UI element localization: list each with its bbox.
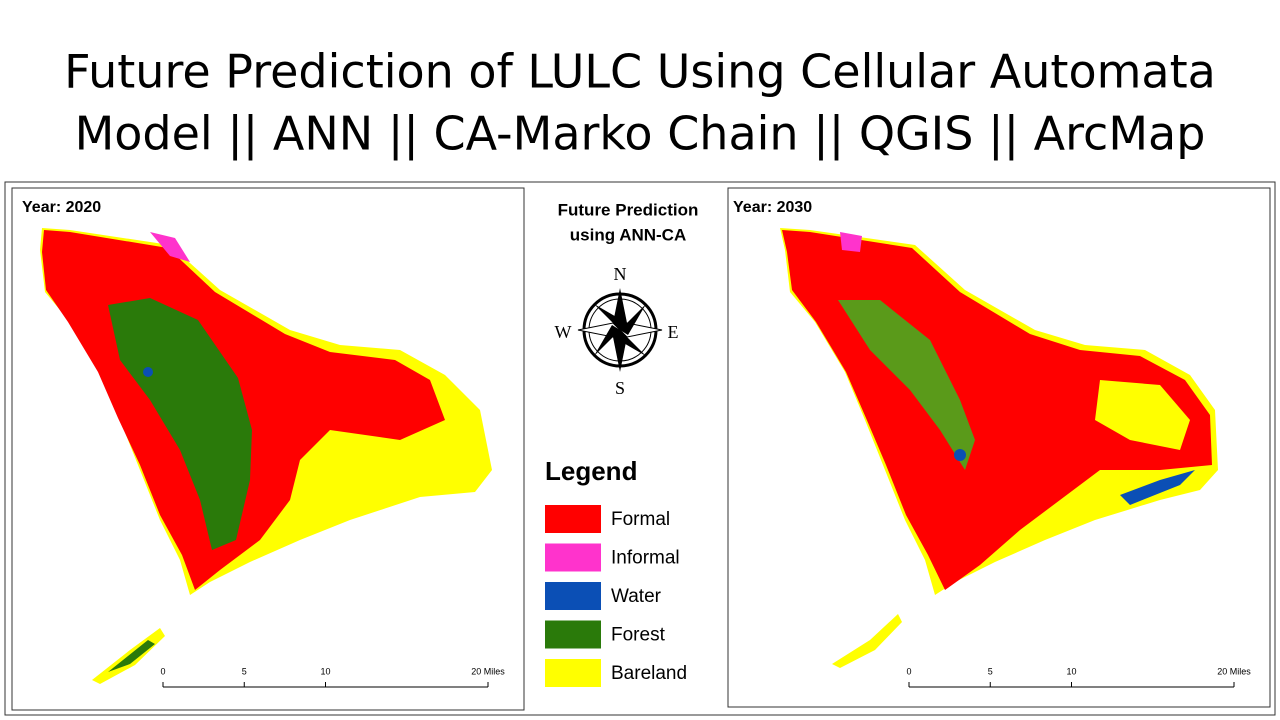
legend-swatch: [545, 620, 601, 649]
scale-label: 10: [320, 666, 330, 676]
legend-swatch: [545, 659, 601, 687]
legend-title: Legend: [545, 456, 637, 486]
legend-swatch: [545, 582, 601, 610]
compass-rose: [577, 288, 663, 372]
scale-label: 5: [242, 666, 247, 676]
legend-label: Water: [611, 586, 662, 607]
center-heading: Future Prediction: [558, 200, 699, 219]
map-frame: [727, 187, 1271, 708]
compass-label: N: [614, 264, 627, 284]
legend-label: Forest: [611, 625, 666, 646]
scale-label: 5: [988, 666, 993, 676]
year-label: Year: 2030: [733, 199, 812, 216]
center-heading: using ANN-CA: [570, 225, 686, 244]
title-line: Future Prediction of LULC Using Cellular…: [64, 45, 1216, 99]
legend-swatch: [545, 505, 601, 533]
scale-label: 20 Miles: [1217, 666, 1251, 676]
map-frame: [11, 187, 525, 711]
outer-frame: [4, 181, 1276, 716]
scale-label: 20 Miles: [471, 666, 505, 676]
map-2020: [40, 228, 492, 684]
compass-label: W: [555, 322, 572, 342]
compass-label: E: [668, 322, 679, 342]
legend-swatch: [545, 543, 601, 572]
scale-label: 10: [1066, 666, 1076, 676]
legend-label: Formal: [611, 509, 670, 530]
map-2030: [780, 228, 1218, 668]
scale-label: 0: [160, 666, 165, 676]
compass-label: S: [615, 378, 625, 398]
legend-label: Informal: [611, 548, 680, 569]
title-line: Model || ANN || CA-Marko Chain || QGIS |…: [75, 107, 1206, 162]
legend-label: Bareland: [611, 663, 687, 684]
scale-label: 0: [906, 666, 911, 676]
year-label: Year: 2020: [22, 199, 101, 216]
